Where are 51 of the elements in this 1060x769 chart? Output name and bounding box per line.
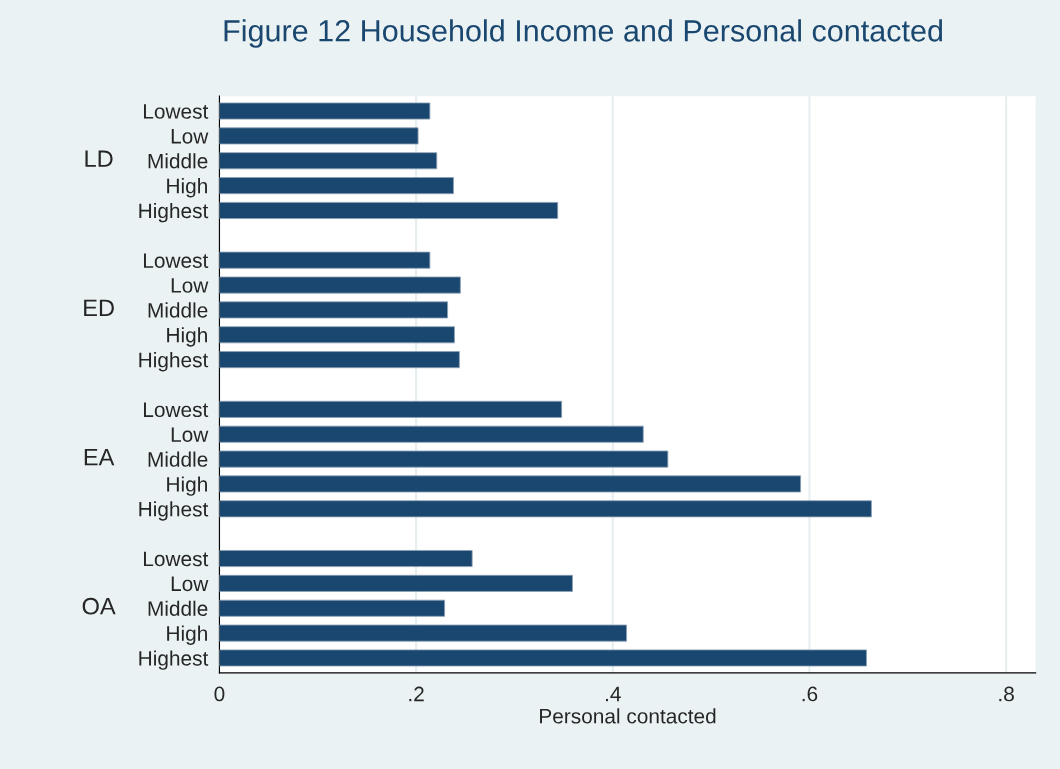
y-tick-label: Middle xyxy=(148,600,208,616)
x-tick-label: .6 xyxy=(802,686,818,702)
x-axis-title: Personal contacted xyxy=(540,708,716,724)
y-tick-label: Lowest xyxy=(144,551,209,567)
x-tick-label: .4 xyxy=(605,686,621,702)
y-tick-label: Low xyxy=(171,576,209,592)
y-tick-label: High xyxy=(167,476,207,496)
y-tick-label: High xyxy=(167,625,207,645)
y-tick-label: Lowest xyxy=(144,253,209,268)
y-tick-label: Lowest xyxy=(144,104,209,119)
bar xyxy=(219,301,448,319)
bar xyxy=(219,400,563,418)
chart-title: Figure 12 Household Income and Personal contacted xyxy=(224,19,943,48)
text: OA xyxy=(82,597,116,615)
bar xyxy=(219,550,473,568)
x-tick-label: 0 xyxy=(214,686,225,702)
bar xyxy=(219,649,867,667)
bar xyxy=(219,177,454,195)
y-tick-label: Middle xyxy=(148,153,208,169)
bar xyxy=(219,127,419,145)
bar xyxy=(219,201,559,219)
bar xyxy=(219,251,431,269)
bar xyxy=(219,574,573,592)
bar xyxy=(219,500,872,518)
bar xyxy=(219,475,802,493)
text: EA xyxy=(84,448,115,466)
y-tick-label: Highest xyxy=(139,202,209,223)
y-tick-label: Highest xyxy=(139,501,209,521)
bar xyxy=(219,425,644,443)
x-tick-label: .8 xyxy=(999,686,1014,702)
y-tick-label: High xyxy=(167,327,207,347)
text: ED xyxy=(84,299,114,317)
y-tick-label: Middle xyxy=(148,451,208,467)
y-tick-label: Low xyxy=(171,427,209,442)
bar xyxy=(219,152,438,170)
x-tick-label: .2 xyxy=(409,686,424,702)
bar xyxy=(219,351,460,369)
y-tick-label: Low xyxy=(171,278,209,293)
y-tick-label: Middle xyxy=(148,302,208,318)
bar xyxy=(219,624,627,642)
y-tick-label: Low xyxy=(171,129,209,144)
bar xyxy=(219,450,669,468)
bar xyxy=(219,276,461,294)
bar xyxy=(219,326,455,344)
text: LD xyxy=(85,150,113,167)
y-tick-label: Lowest xyxy=(144,402,209,418)
bar xyxy=(219,599,446,617)
y-tick-label: Highest xyxy=(139,650,209,670)
y-tick-label: Highest xyxy=(139,352,209,372)
bar xyxy=(219,102,431,120)
y-tick-label: High xyxy=(167,178,207,198)
